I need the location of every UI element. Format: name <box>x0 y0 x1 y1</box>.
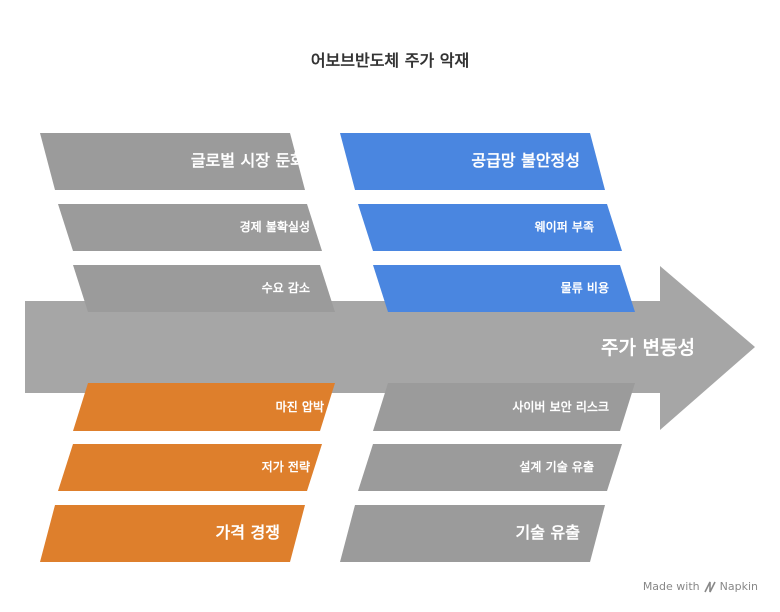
cause-label-1-1: 경제 불확실성 <box>239 220 310 234</box>
cause-label-4-2: 설계 기술 유출 <box>519 460 594 474</box>
category-box-4 <box>340 505 605 562</box>
cause-label-3-1: 마진 압박 <box>275 400 324 414</box>
cause-label-2-1: 웨이퍼 부족 <box>534 220 594 234</box>
cause-box-3-2 <box>58 444 322 491</box>
category-box-1 <box>40 133 305 190</box>
category-box-3 <box>40 505 305 562</box>
cause-box-2-2 <box>373 265 635 312</box>
napkin-watermark[interactable]: Made with Napkin <box>643 580 758 593</box>
watermark-brand: Napkin <box>719 580 758 593</box>
cause-box-4-2 <box>358 444 622 491</box>
cause-box-2-1 <box>358 204 622 251</box>
category-box-2 <box>340 133 605 190</box>
watermark-text: Made with <box>642 580 700 593</box>
category-label-4: 기술 유출 <box>515 523 580 542</box>
cause-label-2-2: 물류 비용 <box>560 281 609 295</box>
cause-label-3-2: 저가 전략 <box>261 460 310 474</box>
cause-box-4-1 <box>373 383 635 431</box>
napkin-logo-icon <box>703 581 716 592</box>
category-label-3: 가격 경쟁 <box>215 523 280 542</box>
category-label-2: 공급망 불안정성 <box>471 151 580 170</box>
cause-box-1-2 <box>73 265 335 312</box>
cause-box-3-1 <box>73 383 335 431</box>
cause-label-4-1: 사이버 보안 리스크 <box>512 400 609 414</box>
cause-label-1-2: 수요 감소 <box>261 281 310 295</box>
diagram-title: 어보브반도체 주가 악재 <box>310 51 470 70</box>
category-label-1: 글로벌 시장 둔화 <box>190 151 305 170</box>
spine-label: 주가 변동성 <box>600 337 695 359</box>
cause-box-1-1 <box>58 204 322 251</box>
